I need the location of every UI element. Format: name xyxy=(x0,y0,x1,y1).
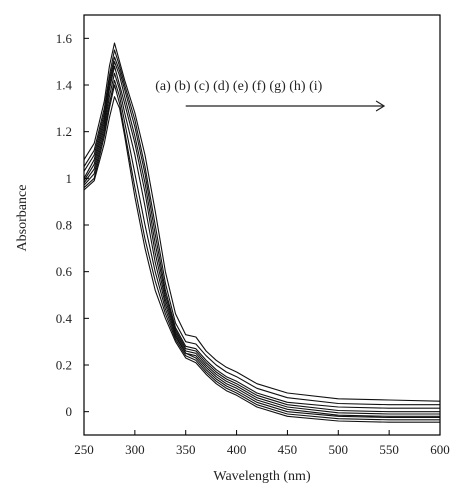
y-tick-label: 0.8 xyxy=(56,218,72,233)
y-tick-label: 0.4 xyxy=(56,311,73,326)
series-line-3 xyxy=(83,56,440,409)
x-tick-label: 450 xyxy=(278,442,298,457)
y-axis-label: Absorbance xyxy=(15,185,30,252)
series-line-2 xyxy=(83,49,440,406)
series-order-annotation: (a) (b) (c) (d) (e) (f) (g) (h) (i) xyxy=(155,79,322,94)
x-tick-label: 600 xyxy=(430,442,450,457)
series-line-8 xyxy=(83,84,440,421)
y-tick-label: 1.6 xyxy=(56,31,73,46)
series-line-1 xyxy=(83,42,441,402)
x-tick-label: 500 xyxy=(329,442,349,457)
x-tick-label: 400 xyxy=(227,442,247,457)
series-line-6 xyxy=(83,72,440,417)
y-tick-label: 0.6 xyxy=(56,264,73,279)
annotation-arrowhead xyxy=(375,100,386,112)
y-tick-label: 1.2 xyxy=(56,124,72,139)
x-axis-label: Wavelength (nm) xyxy=(213,469,311,484)
y-tick-label: 0.2 xyxy=(56,358,72,373)
plot-frame xyxy=(83,14,441,436)
series-line-7 xyxy=(83,79,440,419)
x-tick-label: 250 xyxy=(74,442,94,457)
series-layer xyxy=(83,42,441,423)
y-tick-label: 0 xyxy=(66,404,73,419)
x-tick-label: 300 xyxy=(125,442,145,457)
series-line-4 xyxy=(83,61,440,413)
annotation-layer: (a) (b) (c) (d) (e) (f) (g) (h) (i) xyxy=(155,79,386,112)
ticks-layer: 250 300 350 400 450 500 550 600 0 0.2 0.4 0.6 0.8 1 1.… xyxy=(56,31,450,457)
x-tick-label: 350 xyxy=(176,442,196,457)
series-line-9 xyxy=(83,96,440,423)
series-line-5 xyxy=(83,65,440,415)
x-tick-label: 550 xyxy=(379,442,399,457)
y-tick-label: 1 xyxy=(66,171,73,186)
y-tick-label: 1.4 xyxy=(56,78,73,93)
